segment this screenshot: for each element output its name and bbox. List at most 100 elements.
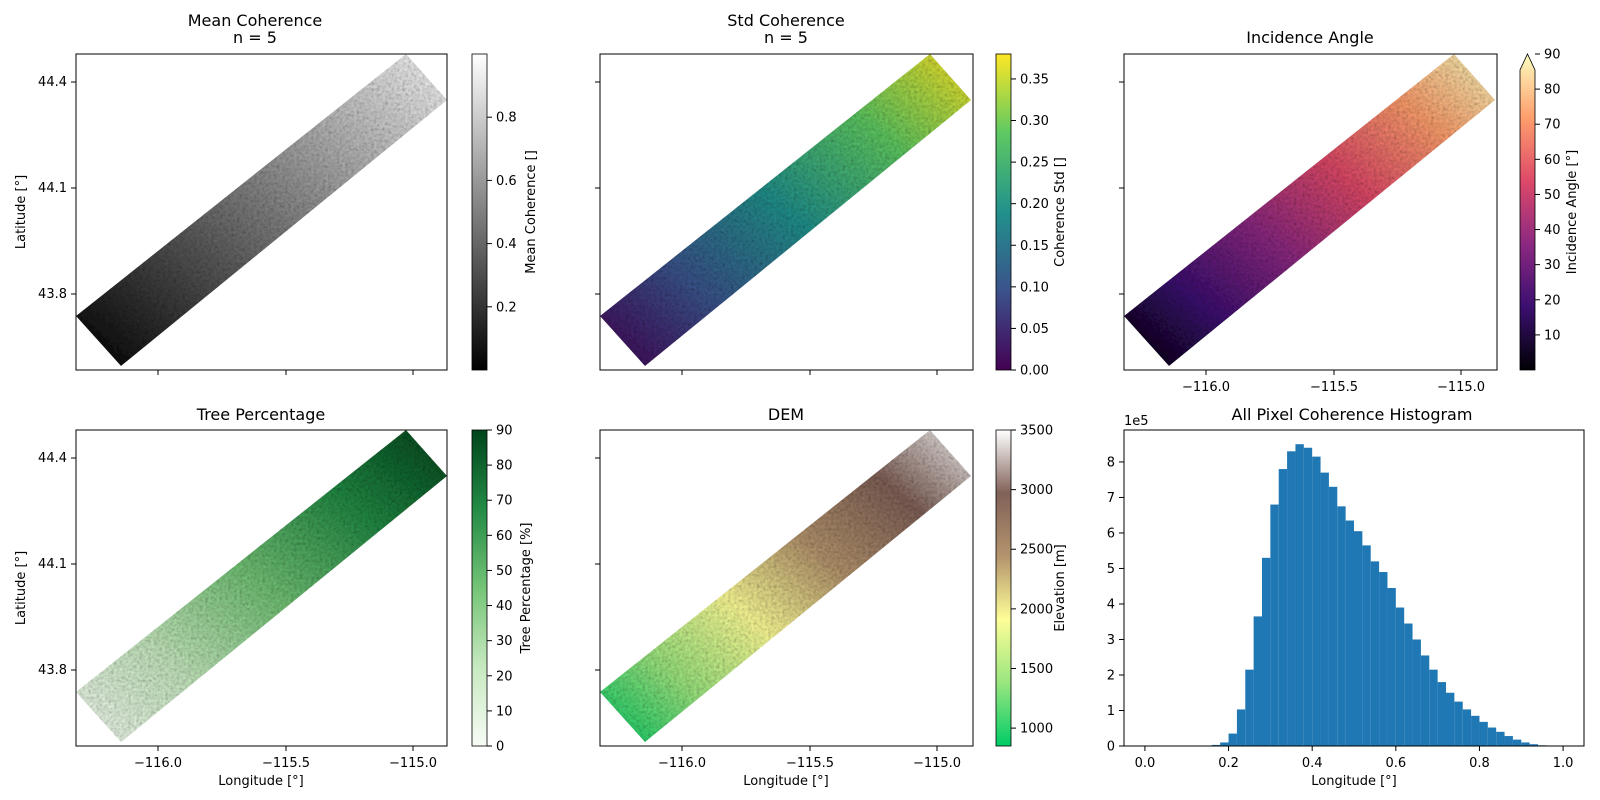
panel-incidence-angle: Incidence Angle −116.0 −115.5 −115.0 10 2… bbox=[1119, 28, 1580, 395]
histogram-bar bbox=[1454, 701, 1463, 746]
plot-frame bbox=[599, 53, 974, 371]
colorbar-ticks: 1000 1500 2000 2500 3000 3500 bbox=[1011, 424, 1053, 737]
colorbar-tick-label: 90 bbox=[1544, 48, 1561, 63]
x-axis: −116.0 −115.5 −115.0 bbox=[1182, 370, 1485, 395]
histogram-bar bbox=[1320, 472, 1329, 746]
colorbar-label: Coherence Std [] bbox=[1053, 157, 1068, 267]
dem-map-strip bbox=[600, 430, 971, 742]
colorbar-tick-label: 3000 bbox=[1020, 483, 1053, 498]
panel-tree-percentage: Tree Percentage 44.4 44.1 43.8 Latitude … bbox=[14, 405, 534, 789]
plot-frame bbox=[1123, 429, 1585, 747]
std-coherence-map-strip bbox=[600, 54, 971, 366]
colorbar-tick-label: 30 bbox=[496, 634, 513, 649]
coherence-map-strip bbox=[76, 54, 447, 366]
tree-percentage-map-strip bbox=[76, 430, 447, 742]
colorbar-tick-label: 0.35 bbox=[1020, 72, 1049, 87]
y-axis-ticks bbox=[595, 457, 600, 671]
colorbar-tick-label: 60 bbox=[496, 529, 513, 544]
colorbar: 0.00 0.05 0.10 0.15 0.20 0.25 0.30 0.35 Coheren… bbox=[995, 53, 1068, 379]
x-tick-label: −115.5 bbox=[262, 756, 310, 771]
histogram-bar bbox=[1379, 572, 1388, 746]
x-tick-label: −116.0 bbox=[1182, 380, 1230, 395]
y-tick-label: 4 bbox=[1107, 597, 1115, 612]
colorbar-ticks: 0.00 0.05 0.10 0.15 0.20 0.25 0.30 0.35 bbox=[1011, 72, 1049, 379]
histogram-bar bbox=[1328, 486, 1338, 746]
y-axis-label: Latitude [°] bbox=[14, 551, 29, 625]
plot-frame bbox=[1123, 53, 1498, 371]
colorbar-label: Tree Percentage [%] bbox=[519, 523, 534, 655]
colorbar-tick-label: 50 bbox=[1544, 188, 1561, 203]
colorbar-tick-label: 2000 bbox=[1020, 602, 1053, 617]
colorbar-tick-label: 0.30 bbox=[1020, 114, 1049, 129]
y-axis-label: Latitude [°] bbox=[14, 175, 29, 249]
colorbar-tick-label: 80 bbox=[1544, 83, 1561, 98]
colorbar-tick-label: 60 bbox=[1544, 153, 1561, 168]
colorbar-tick-label: 0.20 bbox=[1020, 197, 1049, 212]
x-tick-label: −115.0 bbox=[913, 756, 961, 771]
colorbar-label: Elevation [m] bbox=[1053, 544, 1068, 631]
histogram-bar bbox=[1521, 742, 1530, 746]
x-axis-label: Longitude [°] bbox=[743, 774, 828, 789]
y-tick-label: 44.1 bbox=[38, 557, 67, 572]
y-axis: 0 1 2 3 4 5 6 7 8 bbox=[1107, 455, 1124, 755]
panel-subtitle: n = 5 bbox=[764, 28, 808, 47]
colorbar-tick-label: 30 bbox=[1544, 258, 1561, 273]
x-axis-label: Longitude [°] bbox=[1311, 774, 1396, 789]
colorbar-tick-label: 2500 bbox=[1020, 543, 1053, 558]
colorbar-tick-label: 0.00 bbox=[1020, 364, 1049, 379]
colorbar-gradient bbox=[995, 53, 1012, 371]
histogram-bar bbox=[1228, 733, 1237, 746]
colorbar-gradient bbox=[1519, 53, 1536, 371]
colorbar: 0.2 0.4 0.6 0.8 Mean Coherence [] bbox=[471, 53, 539, 371]
colorbar-tick-label: 1500 bbox=[1020, 662, 1053, 677]
colorbar-gradient bbox=[471, 53, 488, 371]
x-tick-label: −115.0 bbox=[389, 756, 437, 771]
x-tick-label: −116.0 bbox=[658, 756, 706, 771]
colorbar-tick-label: 0.6 bbox=[496, 174, 517, 189]
histogram-bar bbox=[1429, 669, 1438, 746]
colorbar-tick-label: 0.25 bbox=[1020, 156, 1049, 171]
x-tick-label: 0.0 bbox=[1135, 756, 1156, 771]
histogram-bar bbox=[1370, 561, 1380, 746]
colorbar-ticks: 0 10 20 30 40 50 60 70 80 90 bbox=[487, 424, 513, 755]
x-axis-ticks bbox=[681, 370, 938, 375]
colorbar-tick-label: 50 bbox=[496, 564, 513, 579]
colorbar-tick-label: 0.8 bbox=[496, 111, 517, 126]
histogram-bar bbox=[1354, 531, 1363, 746]
x-tick-label: −115.5 bbox=[786, 756, 834, 771]
histogram-bar bbox=[1220, 742, 1229, 746]
x-axis: −116.0 −115.5 −115.0 Longitude [°] bbox=[658, 746, 961, 789]
y-tick-label: 1 bbox=[1107, 704, 1115, 719]
y-tick-label: 44.1 bbox=[38, 181, 67, 196]
panel-title: All Pixel Coherence Histogram bbox=[1232, 405, 1473, 424]
y-tick-label: 43.8 bbox=[38, 287, 67, 302]
colorbar-tick-label: 20 bbox=[1544, 293, 1561, 308]
panel-std-coherence: Std Coherence n = 5 0.00 0.05 0.10 0.15 0.20… bbox=[595, 11, 1068, 379]
colorbar-tick-label: 0.4 bbox=[496, 237, 517, 252]
panel-dem: DEM −116.0 −115.5 −115.0 Longitude [°] 1… bbox=[595, 405, 1068, 789]
colorbar-label: Incidence Angle [°] bbox=[1565, 150, 1580, 274]
colorbar-tick-label: 0.05 bbox=[1020, 322, 1049, 337]
histogram-bar bbox=[1487, 727, 1497, 746]
y-tick-label: 7 bbox=[1107, 491, 1115, 506]
colorbar-tick-label: 90 bbox=[496, 424, 513, 439]
y-tick-label: 44.4 bbox=[38, 75, 67, 90]
colorbar-tick-label: 0 bbox=[496, 740, 504, 755]
histogram-bar bbox=[1446, 692, 1455, 746]
colorbar-label: Mean Coherence [] bbox=[524, 150, 539, 274]
panel-title: Std Coherence bbox=[727, 11, 844, 30]
plot-frame bbox=[599, 429, 974, 747]
x-tick-label: −116.0 bbox=[134, 756, 182, 771]
colorbar-gradient bbox=[471, 429, 488, 747]
histogram-bar bbox=[1262, 557, 1271, 746]
histogram-bar bbox=[1312, 456, 1321, 746]
histogram-bar bbox=[1387, 588, 1396, 746]
panel-title: Mean Coherence bbox=[188, 11, 322, 30]
histogram-bar bbox=[1471, 715, 1480, 746]
y-tick-label: 3 bbox=[1107, 633, 1115, 648]
histogram-bar bbox=[1512, 739, 1522, 746]
histogram-bar bbox=[1479, 721, 1488, 746]
x-tick-label: 0.4 bbox=[1302, 756, 1323, 771]
histogram-bar bbox=[1245, 669, 1254, 746]
